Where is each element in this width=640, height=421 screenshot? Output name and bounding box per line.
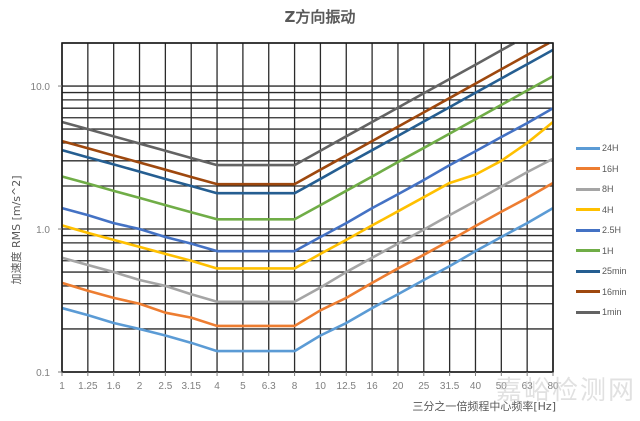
legend-swatch-icon (576, 310, 600, 314)
legend-item: 1H (576, 241, 640, 262)
x-tick-label: 5 (240, 381, 246, 392)
legend-item: 24H (576, 138, 640, 159)
legend-item: 2.5H (576, 220, 640, 241)
grid-lines (61, 42, 554, 373)
legend-item: 25min (576, 261, 640, 282)
x-tick-label: 63 (522, 381, 534, 392)
chart-legend: 24H 16H 8H 4H 2.5H 1H 25min 16min 1min (576, 138, 640, 323)
x-axis-ticks: 1 1.25 1.6 2 2.5 3.15 4 5 6.3 8 10 12.5 16 20 25 31.5 40… (59, 372, 559, 392)
y-tick-label: 1.0 (36, 225, 50, 236)
x-tick-label: 50 (496, 381, 508, 392)
x-tick-label: 6.3 (262, 381, 276, 392)
legend-label: 16H (602, 163, 619, 174)
legend-swatch-icon (576, 167, 600, 171)
legend-swatch-icon (576, 249, 600, 253)
legend-label: 25min (602, 266, 627, 277)
chart-title: Z方向振动 (284, 8, 356, 26)
x-tick-label: 2 (137, 381, 143, 392)
legend-swatch-icon (576, 269, 600, 273)
x-tick-label: 40 (470, 381, 482, 392)
x-tick-label: 2.5 (158, 381, 172, 392)
series-line-25min (61, 48, 554, 195)
x-tick-label: 25 (418, 381, 430, 392)
series-line-2-5h (61, 107, 554, 253)
legend-label: 24H (602, 143, 619, 154)
x-tick-label: 1.6 (107, 381, 121, 392)
legend-item: 16H (576, 159, 640, 180)
legend-item: 8H (576, 179, 640, 200)
x-tick-label: 16 (367, 381, 379, 392)
legend-label: 16min (602, 286, 627, 297)
x-tick-label: 80 (547, 381, 559, 392)
x-tick-label: 8 (292, 381, 298, 392)
legend-item: 16min (576, 282, 640, 303)
x-tick-label: 1 (59, 381, 65, 392)
series-line-4h (61, 121, 554, 270)
legend-item: 4H (576, 200, 640, 221)
legend-label: 1min (602, 307, 622, 318)
legend-swatch-icon (576, 208, 600, 212)
y-axis-ticks: 0.1 1.0 10.0 (31, 82, 62, 379)
legend-label: 1H (602, 245, 614, 256)
y-axis-label: 加速度 RMS [m/s^2] (10, 175, 23, 285)
series-line-8h (61, 157, 554, 304)
x-tick-label: 1.25 (78, 381, 98, 392)
series-line-1h (61, 75, 554, 221)
series-line-16min (61, 41, 550, 186)
x-tick-label: 31.5 (440, 381, 460, 392)
x-tick-label: 12.5 (337, 381, 357, 392)
plot-frame (61, 42, 554, 373)
legend-item: 1min (576, 302, 640, 323)
series-line-16h (61, 181, 554, 328)
legend-swatch-icon (576, 187, 600, 191)
data-series (61, 41, 554, 353)
legend-swatch-icon (576, 146, 600, 150)
x-tick-label: 20 (392, 381, 404, 392)
legend-label: 2.5H (602, 225, 622, 236)
watermark-text: 嘉峪检测网 (496, 376, 637, 406)
x-tick-label: 4 (214, 381, 220, 392)
y-tick-label: 10.0 (31, 82, 51, 93)
x-axis-label: 三分之一倍频程中心频率[Hz] (412, 400, 556, 413)
legend-label: 4H (602, 204, 614, 215)
legend-swatch-icon (576, 228, 600, 232)
legend-swatch-icon (576, 290, 600, 294)
x-tick-label: 10 (315, 381, 327, 392)
plot-border (61, 42, 554, 373)
legend-label: 8H (602, 184, 614, 195)
series-line-24h (61, 207, 554, 353)
y-tick-label: 0.1 (36, 368, 50, 379)
x-tick-label: 3.15 (181, 381, 201, 392)
series-line-1min (61, 41, 516, 167)
